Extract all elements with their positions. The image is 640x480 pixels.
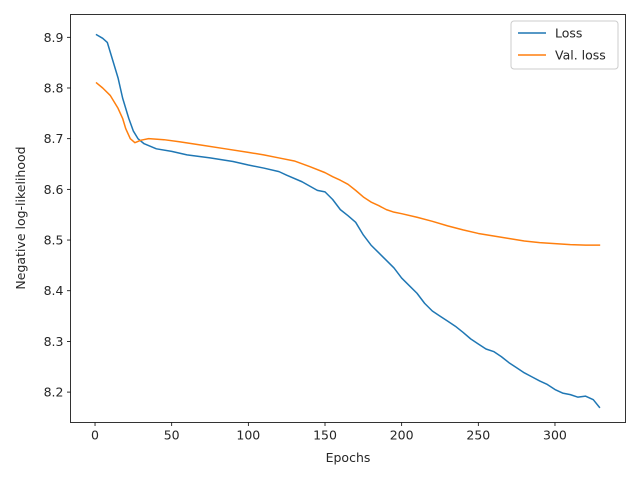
legend-label-loss: Loss	[555, 26, 582, 41]
y-tick-label: 8.4	[44, 283, 64, 298]
y-tick-label: 8.5	[44, 233, 64, 248]
y-tick-label: 8.7	[44, 131, 64, 146]
y-axis-label: Negative log-likelihood	[13, 146, 28, 289]
series-line-loss	[95, 33, 601, 409]
y-tick-label: 8.8	[44, 80, 64, 95]
y-tick-label: 8.2	[44, 385, 64, 400]
plot-area	[95, 33, 601, 409]
x-tick-label: 300	[543, 428, 567, 443]
x-axis-label: Epochs	[326, 450, 371, 465]
y-tick-label: 8.3	[44, 334, 64, 349]
legend-label-val-loss: Val. loss	[555, 48, 606, 63]
x-tick-label: 150	[313, 428, 337, 443]
x-tick-label: 100	[236, 428, 260, 443]
x-tick-label: 0	[91, 428, 99, 443]
y-axis-ticks: 8.2 8.3 8.4 8.5 8.6 8.7 8.8 8.9	[44, 30, 71, 400]
axes-frame	[70, 14, 626, 423]
legend: Loss Val. loss	[510, 20, 619, 70]
x-tick-label: 50	[164, 428, 180, 443]
x-tick-label: 200	[390, 428, 414, 443]
y-tick-label: 8.9	[44, 30, 64, 45]
series-line-val-loss	[95, 81, 601, 246]
x-tick-label: 250	[466, 428, 490, 443]
y-tick-label: 8.6	[44, 182, 64, 197]
x-axis-ticks: 0 50 100 150 200 250 300	[91, 422, 567, 443]
